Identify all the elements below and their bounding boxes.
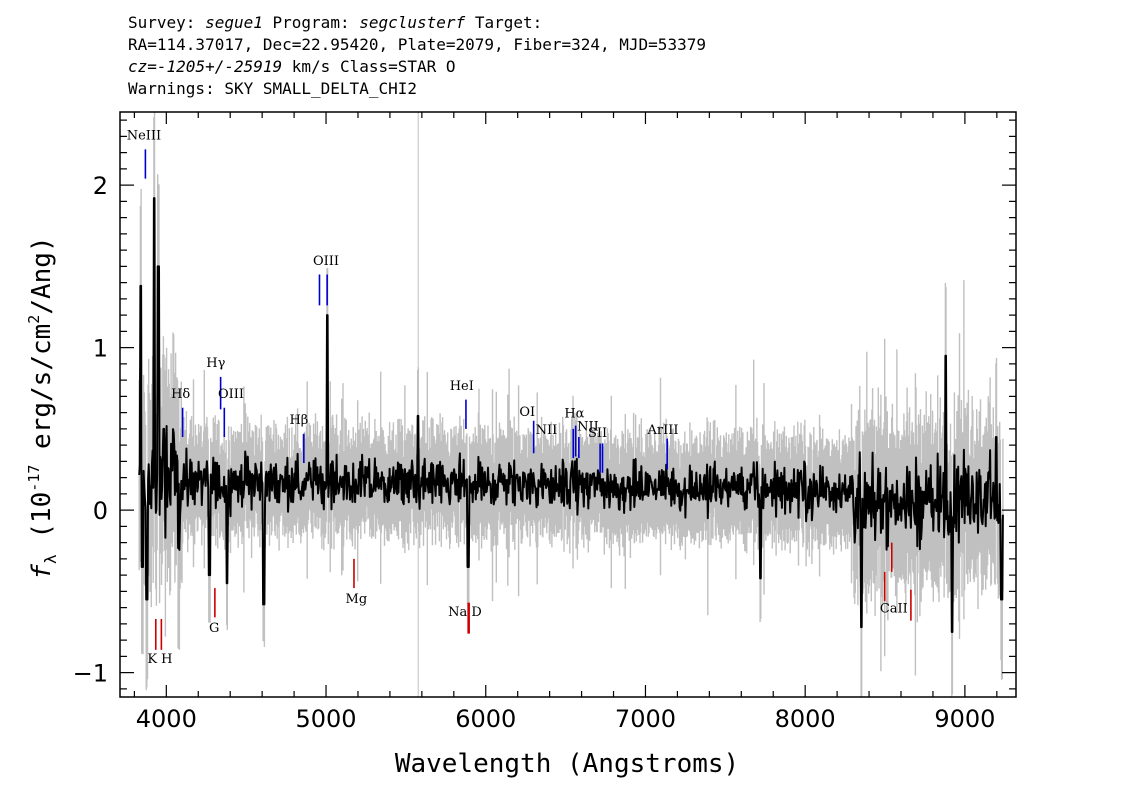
- header-coords-line: RA=114.37017, Dec=22.95420, Plate=2079, …: [128, 35, 706, 54]
- emission-line-label: ArIII: [647, 423, 679, 438]
- x-tick-label: 9000: [934, 705, 995, 733]
- absorption-line-label: Na D: [448, 605, 482, 620]
- emission-line-label: HeI: [450, 379, 474, 394]
- survey-label: Survey:: [128, 13, 196, 32]
- spectrum-header: Survey: segue1 Program: segclusterf Targ…: [128, 12, 706, 100]
- error-band-strokes: [138, 112, 1004, 697]
- y-axis-title: fλ (10-17 erg/s/cm2/Ang): [25, 236, 60, 579]
- y-tick-label: −1: [73, 660, 108, 688]
- x-tick-label: 7000: [615, 705, 676, 733]
- x-tick-label: 6000: [455, 705, 516, 733]
- header-cz-line: cz=-1205+/-25919 km/s Class=STAR O: [128, 56, 706, 78]
- emission-line-label: Hδ: [171, 387, 190, 402]
- cz-unit: km/s Class=STAR O: [291, 57, 456, 76]
- absorption-line-label: Mg: [346, 592, 368, 607]
- absorption-line-label: CaII: [880, 602, 908, 617]
- x-tick-label: 5000: [295, 705, 356, 733]
- absorption-line-label: K H: [147, 652, 172, 667]
- x-tick-label: 4000: [136, 705, 197, 733]
- emission-line-label: NeIII: [127, 129, 161, 144]
- program-label: Program:: [272, 13, 350, 32]
- header-survey-line: Survey: segue1 Program: segclusterf Targ…: [128, 12, 706, 34]
- header-warnings-line: Warnings: SKY SMALL_DELTA_CHI2: [128, 79, 417, 98]
- y-tick-label: 1: [93, 335, 108, 363]
- y-tick-label: 0: [93, 497, 108, 525]
- flux-spectrum: [138, 197, 1004, 633]
- cz-label: cz=: [128, 57, 157, 76]
- plot-frame: [119, 111, 1017, 698]
- emission-line-label: NII: [536, 423, 558, 438]
- emission-line-label: OI: [519, 405, 535, 420]
- target-label: Target:: [474, 13, 543, 32]
- emission-line-label: NII: [577, 420, 599, 435]
- emission-line-label: OIII: [218, 387, 244, 402]
- absorption-line-label: G: [209, 621, 219, 636]
- error-band: [138, 112, 1004, 697]
- x-tick-label: 8000: [775, 705, 836, 733]
- survey-value: segue1: [205, 13, 263, 32]
- cz-value: -1205+/-25919: [156, 57, 283, 76]
- emission-line-label: Hγ: [206, 356, 225, 371]
- emission-line-label: Hβ: [289, 413, 308, 428]
- flux-line: [138, 197, 1004, 633]
- emission-line-label: SII: [588, 426, 607, 441]
- program-value: segclusterf: [359, 13, 466, 32]
- y-tick-label: 2: [93, 172, 108, 200]
- emission-line-label: Hα: [564, 407, 584, 422]
- x-axis-title: Wavelength (Angstroms): [395, 749, 739, 779]
- emission-line-label: OIII: [313, 254, 339, 269]
